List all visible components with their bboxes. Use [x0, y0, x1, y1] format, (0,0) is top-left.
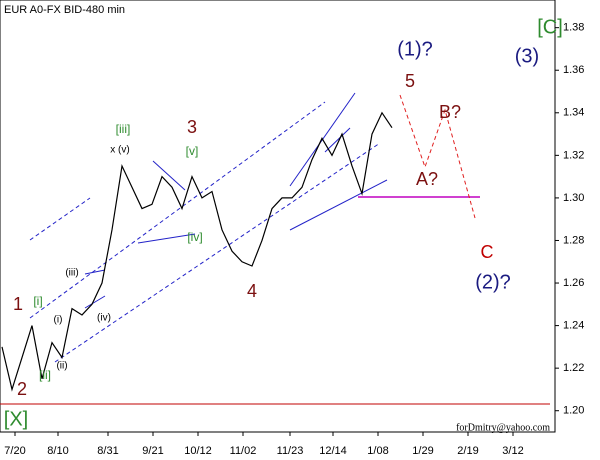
projection [399, 94, 476, 219]
channel-bottom [54, 142, 381, 363]
watermark: forDmitry@yahoo.com [456, 422, 550, 433]
y-tick-label: 1.36 [563, 64, 584, 76]
wave-label: [v] [186, 144, 199, 158]
wave-label: [C] [537, 16, 563, 38]
x-tick-label: 11/02 [230, 445, 257, 457]
x-tick-label: 7/20 [4, 445, 25, 457]
wave-label: (3) [515, 45, 539, 67]
y-tick-label: 1.24 [563, 320, 584, 332]
wave-label: A? [416, 169, 438, 189]
wave-label: (2)? [475, 271, 511, 293]
wave-label: 5 [405, 71, 415, 91]
wave-label: (i) [54, 315, 63, 326]
x-tick-label: 3/12 [502, 445, 523, 457]
plot-frame [0, 0, 556, 433]
y-tick-label: 1.20 [563, 405, 584, 417]
wave-label: [i] [33, 294, 42, 308]
trend-line [152, 160, 186, 191]
wave-label: 3 [187, 117, 197, 137]
x-tick-label: 1/08 [367, 445, 388, 457]
x-tick-label: 9/21 [142, 445, 163, 457]
trend-line [324, 127, 351, 153]
x-tick-label: 2/19 [457, 445, 478, 457]
x-tick-label: 8/31 [97, 445, 118, 457]
wave-label: C [481, 242, 494, 262]
y-tick-label: 1.26 [563, 277, 584, 289]
trend-line [84, 269, 106, 275]
wave-label: [ii] [39, 368, 51, 382]
y-tick-label: 1.34 [563, 107, 584, 119]
wave-label: 1 [13, 294, 23, 314]
chart-title: EUR A0-FX BID-480 min [4, 4, 125, 16]
x-tick-label: 12/14 [319, 445, 347, 457]
wave-label: 2 [17, 379, 27, 399]
channel-small [29, 197, 91, 241]
trend-line [289, 179, 388, 231]
y-tick-label: 1.30 [563, 192, 584, 204]
trend-line [137, 233, 196, 244]
y-tick-label: 1.22 [563, 362, 584, 374]
wave-label: (ii) [56, 361, 67, 372]
x-tick-label: 11/23 [277, 445, 304, 457]
wave-label: B? [439, 102, 461, 122]
y-tick-label: 1.38 [563, 22, 584, 34]
x-tick-label: 10/12 [184, 445, 212, 457]
channel-lines [29, 92, 388, 363]
channel-top [29, 101, 326, 319]
y-tick-label: 1.32 [563, 149, 584, 161]
x-tick-label: 8/10 [47, 445, 68, 457]
price-line [1, 111, 393, 392]
wave-label: (1)? [397, 38, 433, 60]
wave-label: 4 [247, 281, 257, 301]
wave-label: (iv) [97, 313, 111, 324]
x-tick-label: 1/29 [412, 445, 433, 457]
wave-label: x (v) [110, 145, 129, 156]
wave-label: [iv] [187, 230, 202, 244]
trend-line [84, 295, 106, 309]
y-tick-label: 1.28 [563, 234, 584, 246]
wave-label: [X] [4, 408, 28, 430]
wave-label: (iii) [65, 268, 78, 279]
wave-label: [iii] [116, 122, 131, 136]
